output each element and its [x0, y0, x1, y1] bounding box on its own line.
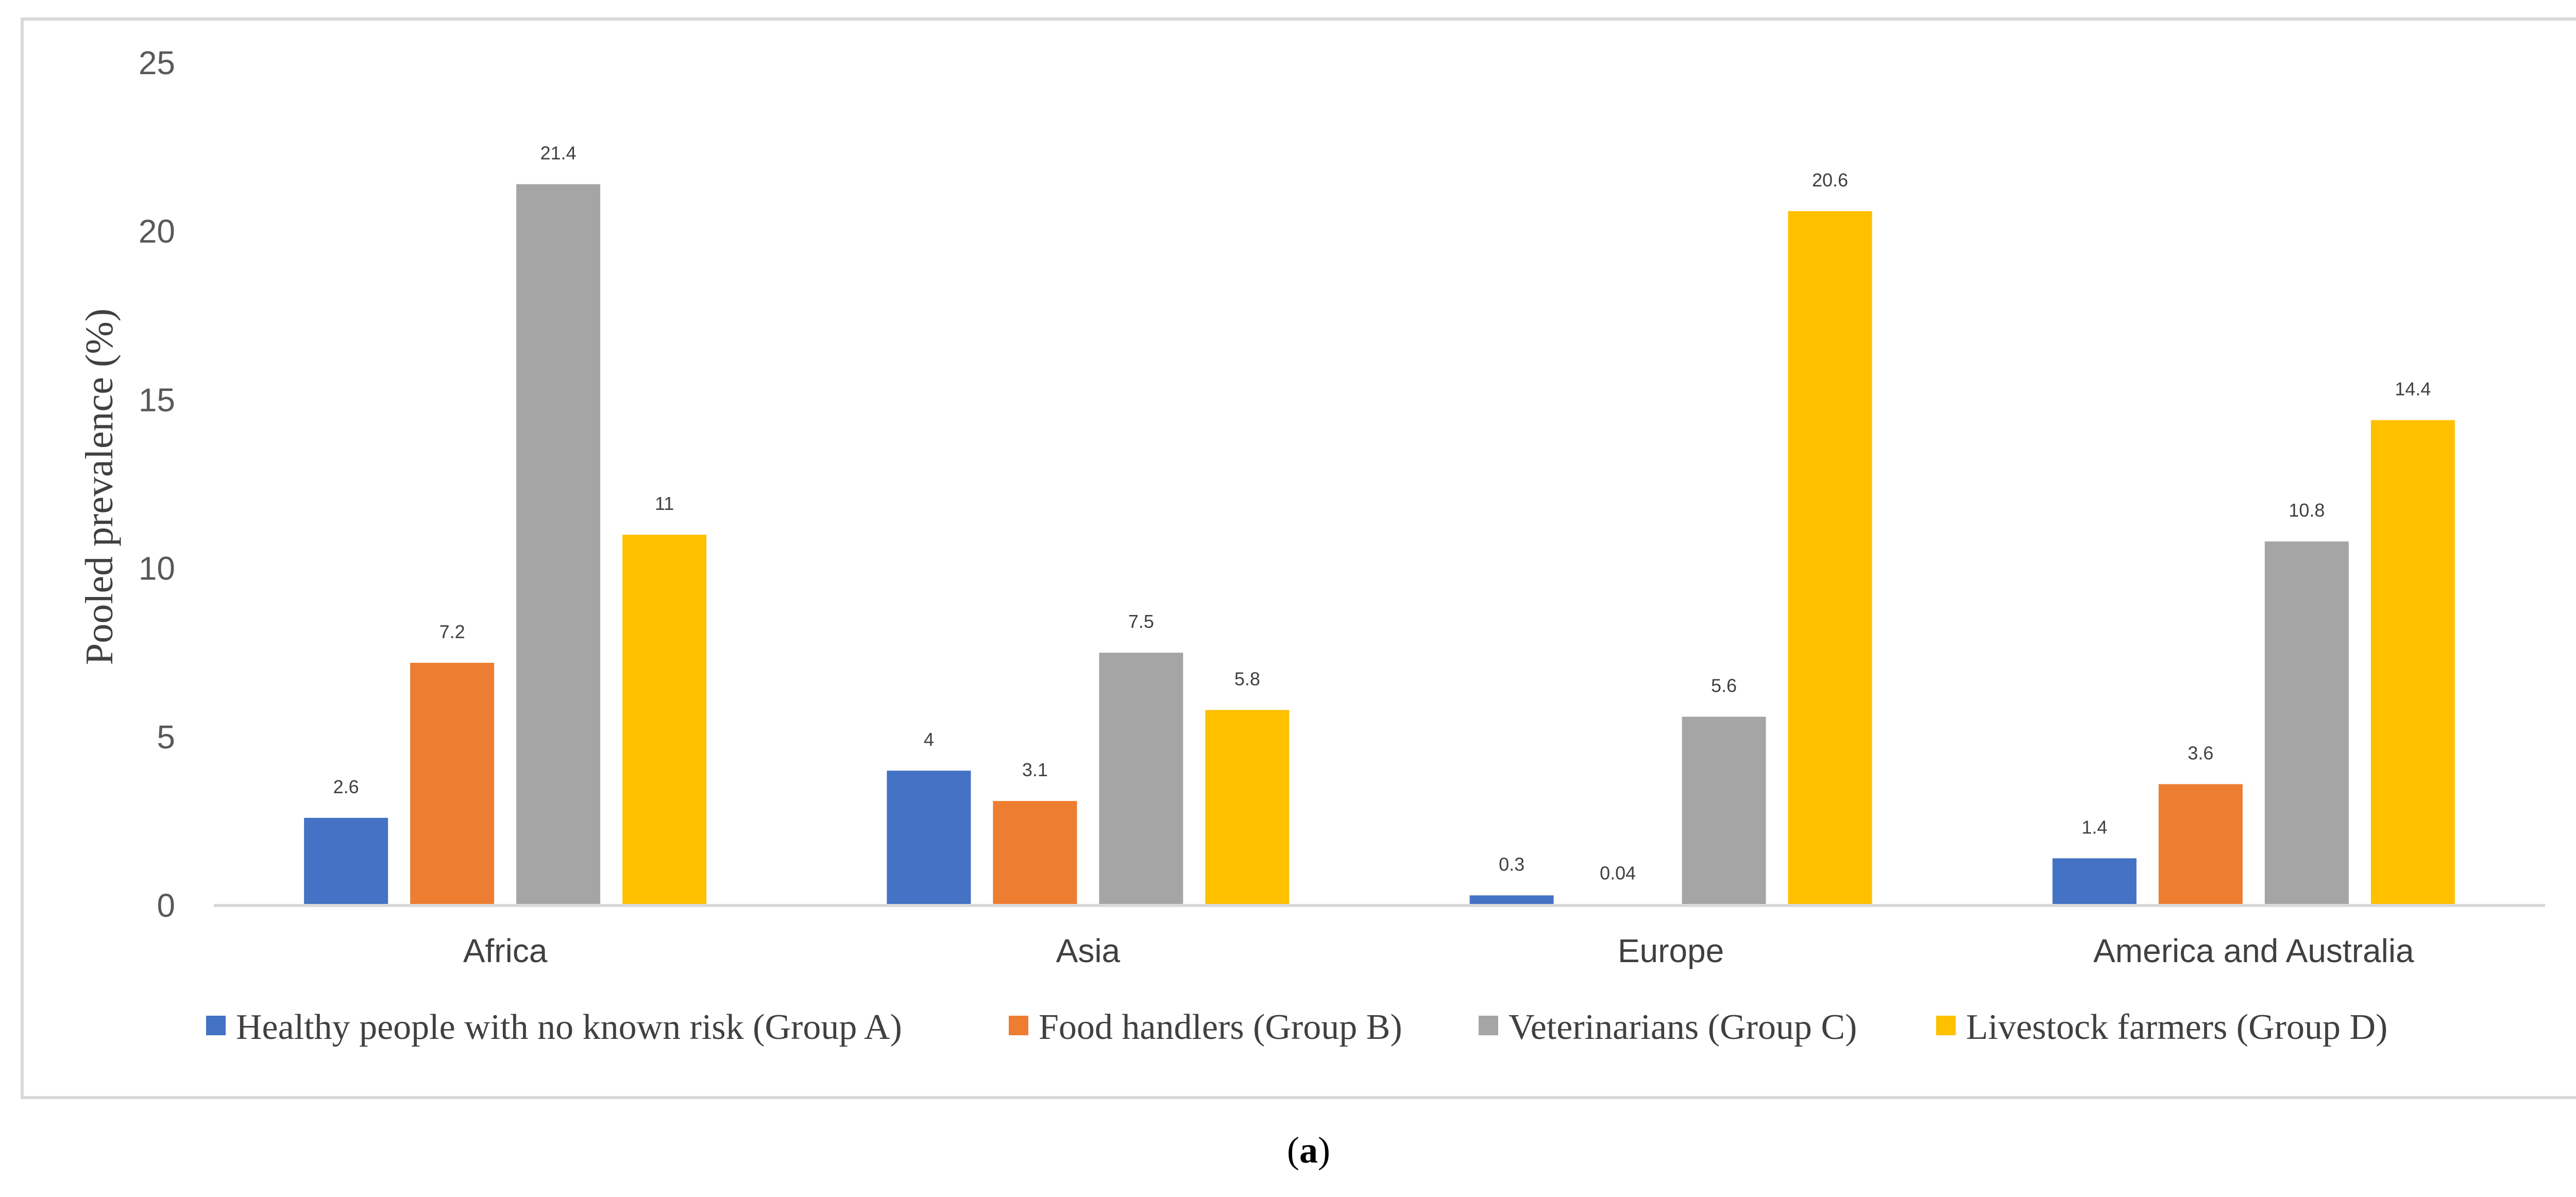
caption-open-paren: (	[1287, 1130, 1299, 1171]
bar-europe-1	[1469, 895, 1554, 905]
data-label: 7.2	[439, 621, 465, 642]
bar-europe-3	[1682, 716, 1766, 905]
x-axis-category-labels: Africa Asia Europe America and Australia	[463, 932, 2414, 969]
bar-europe-4	[1788, 211, 1872, 905]
data-label: 5.6	[1711, 675, 1737, 696]
bar-america-and-australia-3	[2264, 541, 2349, 905]
data-label: 10.8	[2289, 500, 2325, 521]
bar-america-and-australia-4	[2370, 420, 2455, 905]
data-label: 21.4	[540, 143, 577, 164]
y-tick-label: 10	[139, 550, 175, 587]
category-label: Europe	[1618, 932, 1724, 969]
data-label: 7.5	[1128, 611, 1154, 632]
data-label: 4	[924, 729, 934, 750]
category-label: Africa	[463, 932, 548, 969]
chart-frame	[21, 18, 2576, 1099]
caption-close-paren: )	[1318, 1130, 1330, 1171]
data-label: 5.8	[1234, 668, 1260, 689]
bars	[304, 184, 2455, 906]
caption-letter: a	[1299, 1130, 1318, 1171]
legend-label: Livestock farmers (Group D)	[1966, 1007, 2387, 1047]
y-tick-label: 5	[157, 719, 175, 756]
data-label: 3.6	[2188, 742, 2213, 763]
data-label: 2.6	[333, 776, 359, 797]
legend-swatch	[1936, 1016, 1956, 1035]
legend-label: Healthy people with no known risk (Group…	[236, 1007, 902, 1047]
bar-america-and-australia-2	[2158, 784, 2243, 905]
category-label: America and Australia	[2093, 932, 2414, 969]
data-label: 20.6	[1812, 169, 1848, 191]
y-axis-title: Pooled prevalence (%)	[78, 309, 121, 665]
legend-swatch	[1009, 1016, 1028, 1035]
data-label: 11	[655, 493, 674, 514]
y-tick-label: 25	[139, 44, 175, 81]
bar-asia-4	[1205, 710, 1290, 905]
y-tick-label: 0	[157, 887, 175, 924]
data-label: 1.4	[2081, 816, 2107, 837]
bar-africa-3	[516, 184, 601, 906]
bar-asia-1	[887, 771, 971, 905]
legend-label: Veterinarians (Group C)	[1509, 1007, 1857, 1047]
y-axis-ticks: 0 5 10 15 20 25	[139, 44, 175, 924]
data-labels: 2.6 7.2 21.4 11 4 3.1 7.5 5.8 0.3 0.04 5.6 20.6 1.4 3…	[333, 143, 2431, 884]
bar-asia-3	[1099, 653, 1183, 905]
figure-caption: (a)	[0, 1129, 2576, 1172]
category-label: Asia	[1056, 932, 1121, 969]
bar-asia-2	[993, 801, 1077, 905]
data-label: 0.3	[1499, 853, 1524, 875]
legend: Healthy people with no known risk (Group…	[206, 1007, 2387, 1047]
legend-swatch	[1479, 1016, 1498, 1035]
bar-america-and-australia-1	[2052, 858, 2137, 905]
legend-label: Food handlers (Group B)	[1039, 1007, 1402, 1047]
data-label: 3.1	[1022, 759, 1048, 780]
y-tick-label: 20	[139, 213, 175, 250]
legend-swatch	[206, 1016, 226, 1035]
data-label: 0.04	[1600, 862, 1636, 883]
bar-africa-2	[410, 662, 495, 905]
y-tick-label: 15	[139, 381, 175, 418]
bar-africa-1	[304, 817, 388, 905]
data-label: 14.4	[2395, 379, 2431, 400]
bar-africa-4	[622, 535, 707, 905]
